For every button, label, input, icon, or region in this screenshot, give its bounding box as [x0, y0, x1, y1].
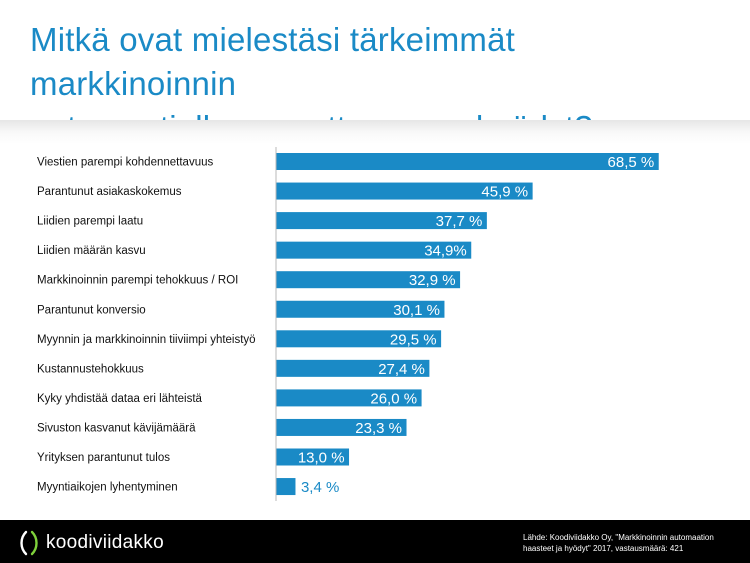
data-label: 26,0 %: [370, 390, 417, 407]
source-line-1: Lähde: Koodiviidakko Oy, "Markkinoinnin …: [523, 533, 714, 542]
category-label: Kustannustehokkuus: [37, 363, 144, 375]
koodiviidakko-logo-icon: [20, 530, 38, 556]
category-label: Sivuston kasvanut kävijämäärä: [37, 422, 196, 434]
bar: [276, 153, 659, 170]
bar: [276, 212, 487, 230]
category-label: Viestien parempi kohdennettavuus: [37, 157, 213, 169]
chart-title-line-1: Mitkä ovat mielestäsi tärkeimmät markkin…: [30, 21, 516, 102]
logo-text: koodiviidakko: [46, 532, 164, 553]
bar: [276, 182, 533, 200]
category-label: Liidien määrän kasvu: [37, 245, 146, 257]
data-label: 23,3 %: [355, 420, 402, 437]
data-label: 34,9%: [424, 243, 467, 260]
title-area: Mitkä ovat mielestäsi tärkeimmät markkin…: [0, 0, 750, 146]
data-label: 3,4 %: [301, 479, 339, 496]
koodiviidakko-logo[interactable]: koodiviidakko: [18, 529, 164, 557]
category-label: Parantunut asiakaskokemus: [37, 186, 182, 198]
chart-marks: Viestien parempi kohdennettavuus 68,5 % Pa…: [37, 147, 659, 502]
category-label: Parantunut konversio: [37, 304, 146, 316]
bar: [276, 241, 472, 259]
data-label: 29,5 %: [390, 331, 437, 348]
bar-chart: Viestien parempi kohdennettavuus 68,5 % Pa…: [37, 147, 659, 502]
data-label: 68,5 %: [608, 154, 655, 171]
data-label: 45,9 %: [481, 184, 528, 201]
footer: [0, 520, 750, 563]
data-label: 37,7 %: [436, 213, 483, 230]
data-label: 13,0 %: [298, 450, 345, 467]
category-label: Liidien parempi laatu: [37, 216, 143, 228]
data-label: 30,1 %: [393, 302, 440, 319]
bar: [276, 271, 461, 289]
bar: [276, 359, 430, 377]
bar: [276, 418, 407, 436]
source-line-2: haasteet ja hyödyt" 2017, vastausmäärä: …: [523, 544, 684, 553]
category-label: Kyky yhdistää dataa eri lähteistä: [37, 393, 203, 405]
category-label: Myynnin ja markkinoinnin tiiviimpi yhtei…: [37, 334, 256, 346]
category-label: Yrityksen parantunut tulos: [37, 452, 170, 464]
bar: [276, 300, 445, 318]
bar: [276, 478, 296, 496]
data-label: 32,9 %: [409, 272, 456, 289]
bar: [276, 389, 422, 407]
data-label: 27,4 %: [378, 361, 425, 378]
category-label: Markkinoinnin parempi tehokkuus / ROI: [37, 275, 238, 287]
bar: [276, 330, 442, 348]
category-label: Myyntiaikojen lyhentyminen: [37, 482, 178, 494]
bar: [276, 448, 350, 466]
source-note: Lähde: Koodiviidakko Oy, "Markkinoinnin …: [523, 532, 743, 554]
